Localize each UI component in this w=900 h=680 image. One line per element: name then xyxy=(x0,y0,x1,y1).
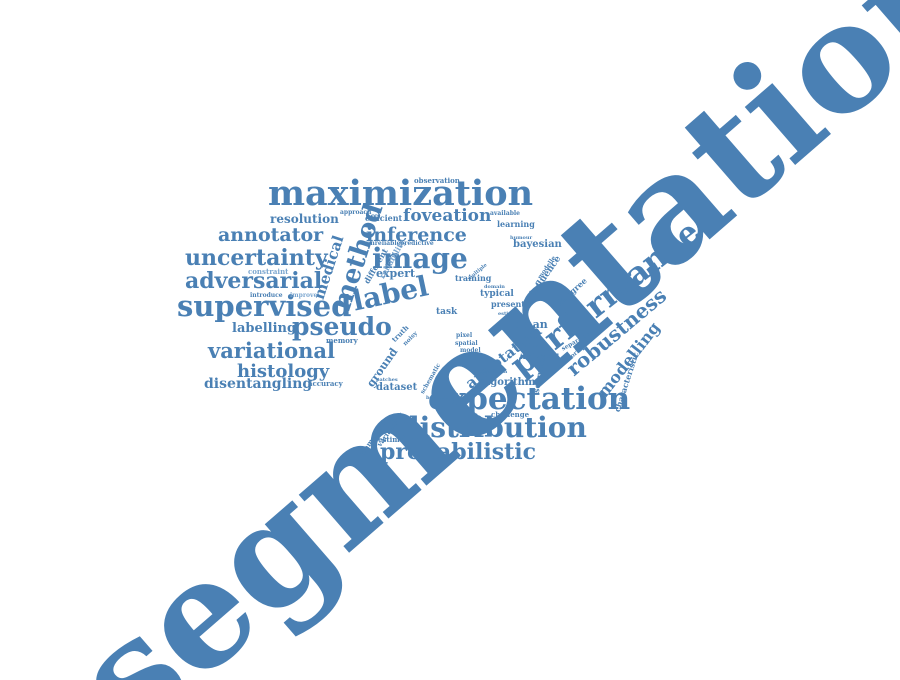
word-improve: improve xyxy=(290,292,318,299)
word-human: human xyxy=(505,318,548,331)
word-pixel: pixel xyxy=(456,332,473,339)
word-image: image xyxy=(372,242,468,275)
word-available: available xyxy=(490,210,520,217)
word-expert: expert xyxy=(376,267,416,280)
word-task: task xyxy=(436,307,458,317)
word-introduce: introduce xyxy=(250,292,283,299)
word-expectation: expectation xyxy=(428,381,631,417)
word-domain: domain xyxy=(484,284,505,290)
word-model: model xyxy=(460,347,481,354)
word-inference: inference xyxy=(366,224,467,246)
word-baseline: baseline xyxy=(426,395,450,401)
word-patches: patches xyxy=(376,377,398,383)
word-algorithm: algorithm xyxy=(480,377,536,388)
word-humour: humour xyxy=(510,235,533,241)
word-present: present xyxy=(491,299,526,309)
word-adversarial: adversarial xyxy=(185,268,323,294)
word-foveation: foveation xyxy=(403,206,492,226)
word-uncertainty: uncertainty xyxy=(185,245,328,271)
word-labelling: labelling xyxy=(232,321,297,336)
word-bayesian: bayesian xyxy=(513,239,562,250)
word-training: training xyxy=(455,273,492,283)
word-efficient: efficient xyxy=(365,213,403,223)
word-spatial: spatial xyxy=(455,340,478,347)
word-observation: observation xyxy=(414,176,460,185)
word-memory: memory xyxy=(326,336,358,345)
word-learning: learning xyxy=(497,219,535,229)
word-unreliable: unreliable xyxy=(366,240,401,247)
word-histology: histology xyxy=(237,361,330,382)
word-estimation: estimation xyxy=(378,435,420,444)
word-approach: approach xyxy=(340,209,372,216)
word-probabilistic: probabilistic xyxy=(380,439,537,465)
word-estimate: estimate xyxy=(498,311,523,317)
word-accuracy: accuracy xyxy=(308,379,343,388)
word-typical: typical xyxy=(480,289,514,299)
word-variational: variational xyxy=(208,338,335,363)
word-annotator: annotator xyxy=(218,224,324,246)
word-predictive: predictive xyxy=(400,240,434,247)
word-distribution: distribution xyxy=(400,411,587,444)
word-glaucoma: glaucoma xyxy=(480,369,508,375)
word-maximization: maximization xyxy=(268,173,534,214)
word-supervised: supervised xyxy=(177,289,352,323)
word-resolution: resolution xyxy=(270,212,339,226)
word-dataset: dataset xyxy=(376,382,418,393)
word-individual: individual xyxy=(520,352,560,361)
word-challenge: challenge xyxy=(491,410,530,419)
word-pseudo: pseudo xyxy=(292,312,392,341)
word-constraint: constraint xyxy=(248,267,289,276)
word-disentangling: disentangling xyxy=(204,376,313,392)
